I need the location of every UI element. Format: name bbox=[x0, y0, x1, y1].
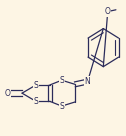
Text: N: N bbox=[85, 77, 90, 86]
Text: O: O bbox=[5, 89, 10, 98]
Text: S: S bbox=[34, 81, 38, 89]
Text: S: S bbox=[59, 102, 64, 111]
Text: S: S bbox=[59, 76, 64, 85]
Text: O: O bbox=[105, 7, 111, 16]
Text: S: S bbox=[34, 97, 38, 106]
